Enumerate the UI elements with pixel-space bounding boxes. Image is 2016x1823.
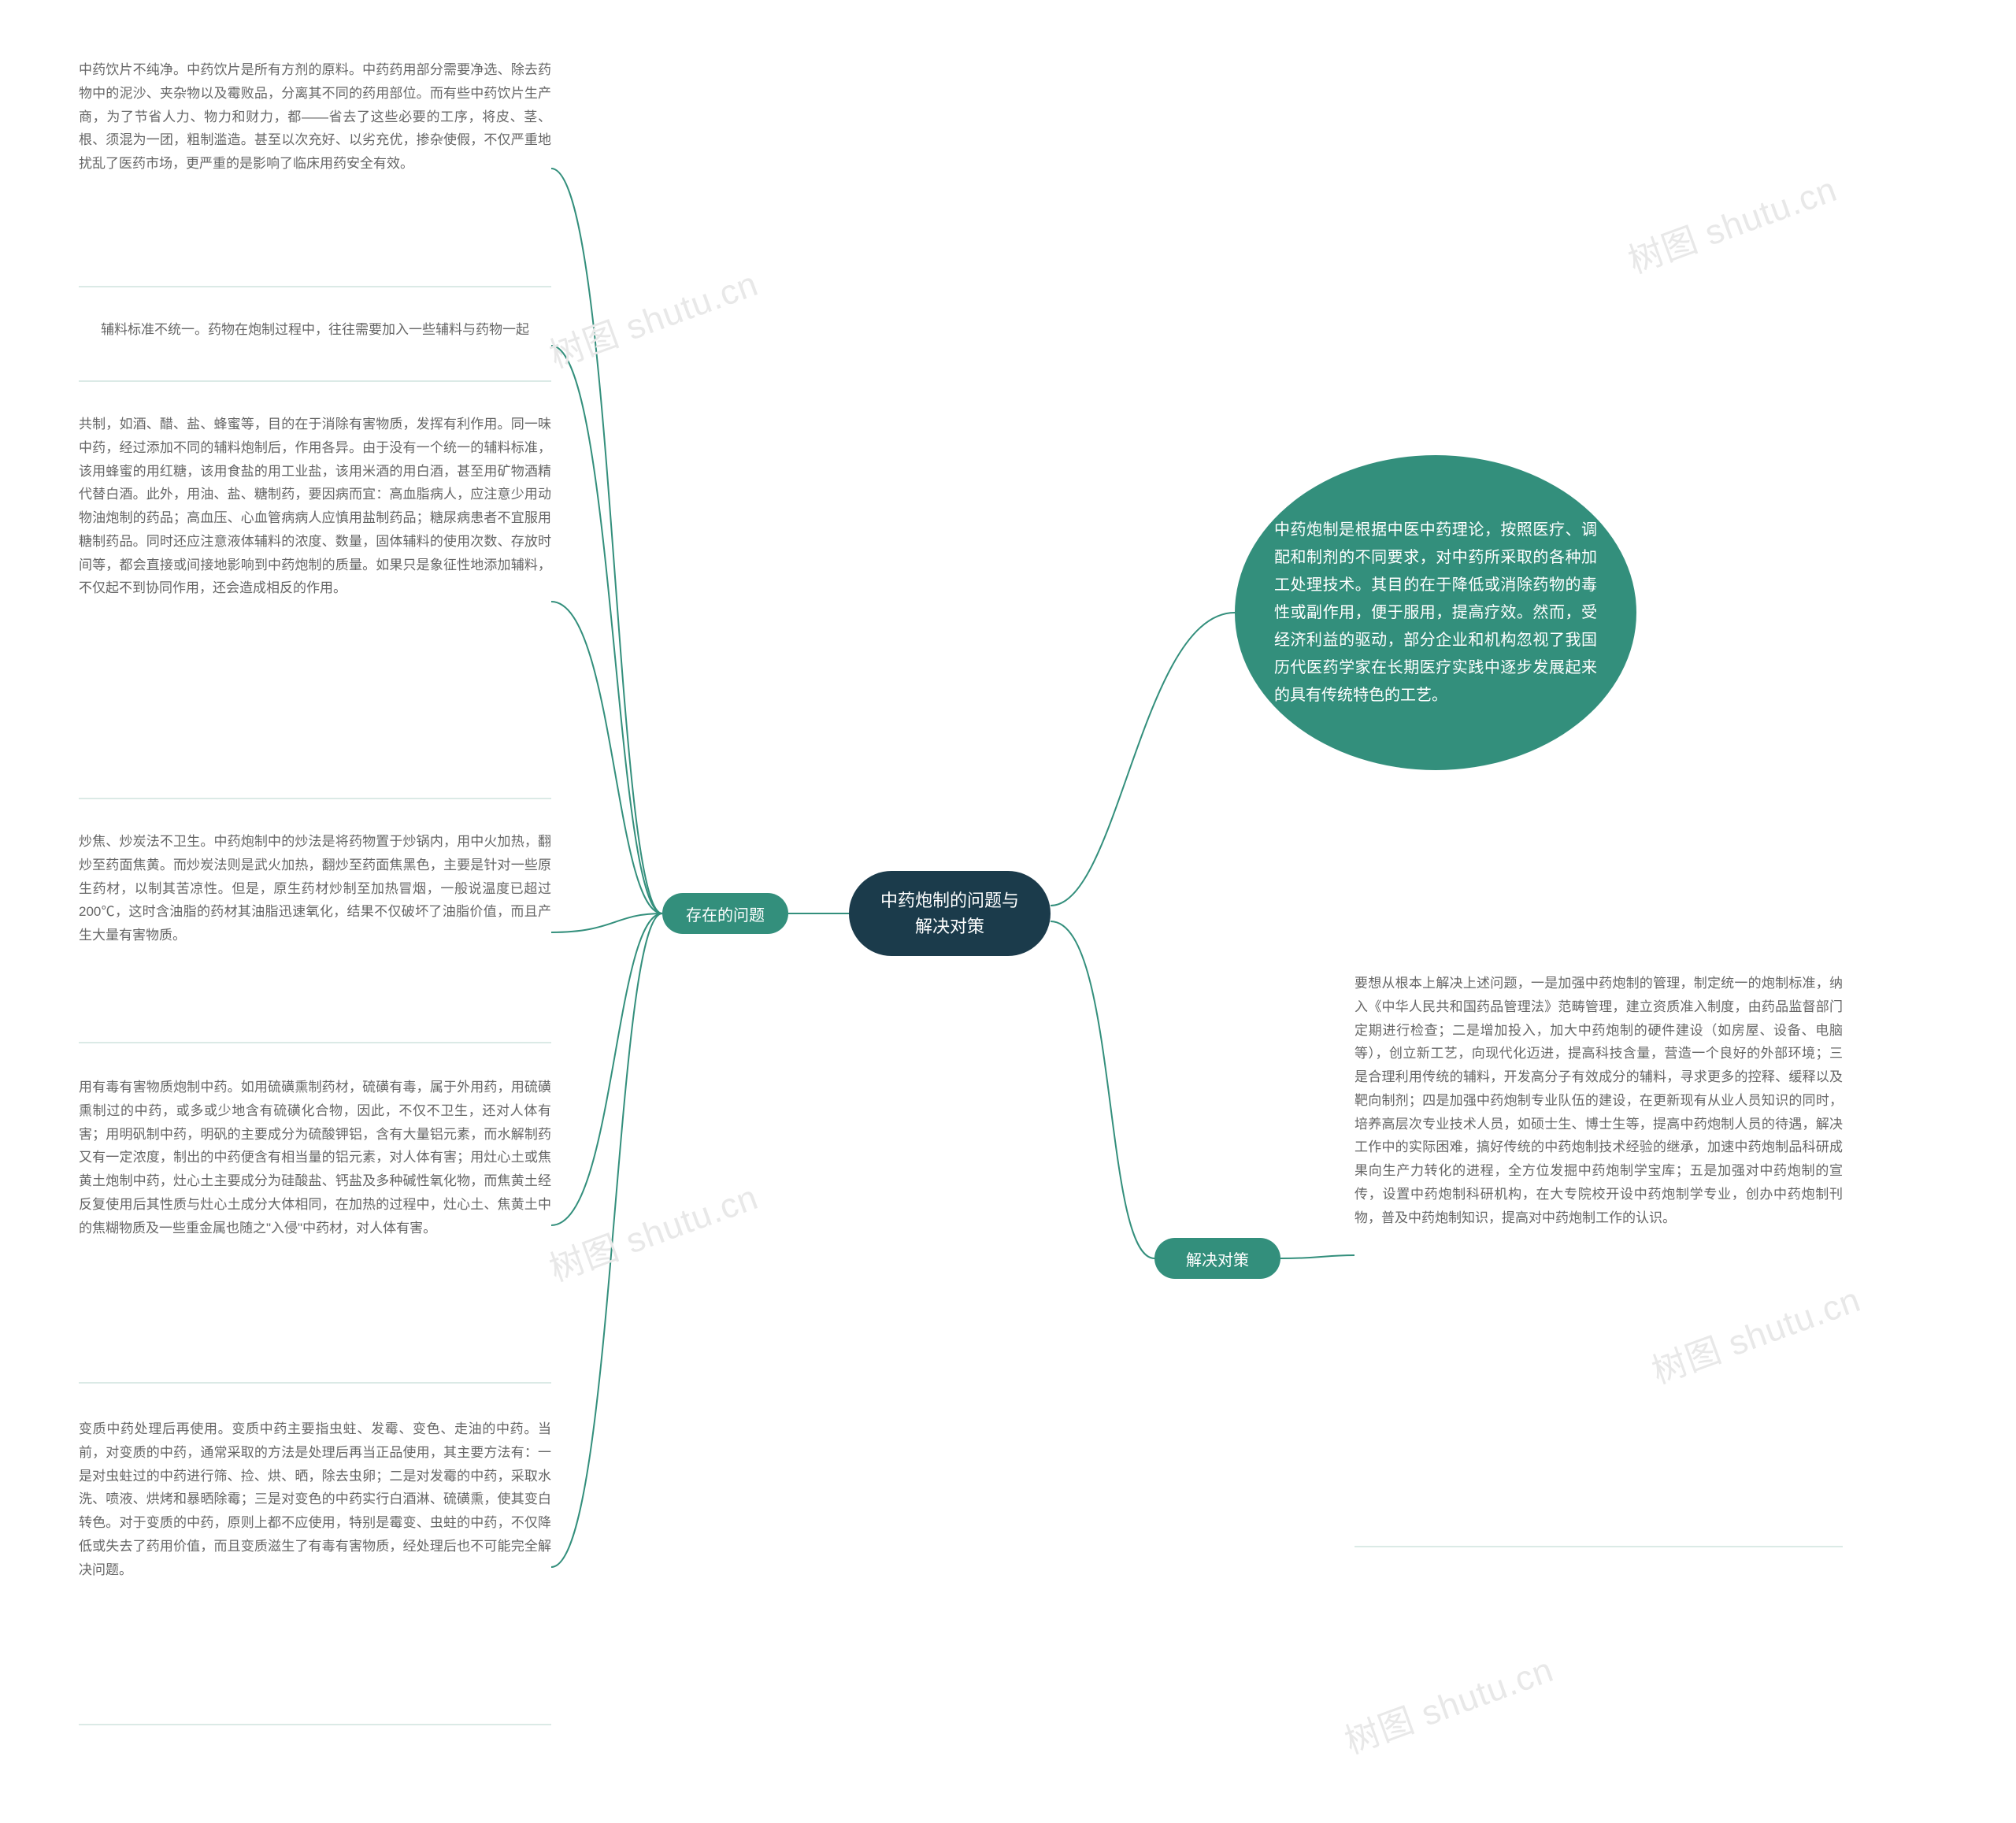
edge-left-leaf-2: [551, 602, 662, 913]
watermark: 树图 shutu.cn: [541, 1169, 764, 1291]
edge-left-leaf-5: [551, 913, 662, 1567]
edge-right-leaf-0: [1280, 1255, 1354, 1258]
watermark: 树图 shutu.cn: [1336, 1641, 1559, 1763]
leaf-problem-5[interactable]: 变质中药处理后再使用。变质中药主要指虫蛀、发霉、变色、走油的中药。当前，对变质的…: [79, 1417, 551, 1581]
watermark: 树图 shutu.cn: [1620, 161, 1843, 283]
summary-node[interactable]: 中药炮制是根据中医中药理论，按照医疗、调配和制剂的不同要求，对中药所采取的各种加…: [1235, 455, 1636, 770]
edge-left-leaf-1: [551, 346, 662, 913]
leaf-text: 要想从根本上解决上述问题，一是加强中药炮制的管理，制定统一的炮制标准，纳入《中华…: [1354, 972, 1843, 1229]
branch-problems[interactable]: 存在的问题: [662, 893, 788, 934]
edge-left-leaf-3: [551, 913, 662, 932]
leaf-text: 用有毒有害物质炮制中药。如用硫磺熏制药材，硫磺有毒，属于外用药，用硫磺熏制过的中…: [79, 1076, 551, 1239]
watermark: 树图 shutu.cn: [1644, 1271, 1866, 1393]
leaf-problem-0[interactable]: 中药饮片不纯净。中药饮片是所有方剂的原料。中药药用部分需要净选、除去药物中的泥沙…: [79, 58, 551, 176]
leaf-problem-2[interactable]: 共制，如酒、醋、盐、蜂蜜等，目的在于消除有害物质，发挥有利作用。同一味中药，经过…: [79, 413, 551, 600]
leaf-solution-0[interactable]: 要想从根本上解决上述问题，一是加强中药炮制的管理，制定统一的炮制标准，纳入《中华…: [1354, 972, 1843, 1229]
leaf-problem-3[interactable]: 炒焦、炒炭法不卫生。中药炮制中的炒法是将药物置于炒锅内，用中火加热，翻炒至药面焦…: [79, 830, 551, 947]
summary-text: 中药炮制是根据中医中药理论，按照医疗、调配和制剂的不同要求，对中药所采取的各种加…: [1274, 517, 1597, 710]
edge-root-summary: [1051, 613, 1235, 906]
leaf-text: 炒焦、炒炭法不卫生。中药炮制中的炒法是将药物置于炒锅内，用中火加热，翻炒至药面焦…: [79, 830, 551, 947]
branch-problems-label: 存在的问题: [686, 902, 765, 925]
branch-solutions[interactable]: 解决对策: [1154, 1238, 1280, 1279]
root-label: 中药炮制的问题与解决对策: [873, 887, 1027, 939]
leaf-text: 共制，如酒、醋、盐、蜂蜜等，目的在于消除有害物质，发挥有利作用。同一味中药，经过…: [79, 413, 551, 600]
watermark: 树图 shutu.cn: [541, 255, 764, 377]
root-node[interactable]: 中药炮制的问题与解决对策: [849, 871, 1051, 956]
edge-left-leaf-4: [551, 913, 662, 1225]
leaf-problem-1[interactable]: 辅料标准不统一。药物在炮制过程中，往往需要加入一些辅料与药物一起: [79, 318, 551, 342]
branch-solutions-label: 解决对策: [1186, 1247, 1249, 1270]
edge-root-right: [1051, 921, 1154, 1258]
leaf-text: 变质中药处理后再使用。变质中药主要指虫蛀、发霉、变色、走油的中药。当前，对变质的…: [79, 1417, 551, 1581]
edge-left-leaf-0: [551, 169, 662, 913]
leaf-text: 辅料标准不统一。药物在炮制过程中，往往需要加入一些辅料与药物一起: [101, 318, 529, 342]
leaf-text: 中药饮片不纯净。中药饮片是所有方剂的原料。中药药用部分需要净选、除去药物中的泥沙…: [79, 58, 551, 176]
leaf-problem-4[interactable]: 用有毒有害物质炮制中药。如用硫磺熏制药材，硫磺有毒，属于外用药，用硫磺熏制过的中…: [79, 1076, 551, 1239]
